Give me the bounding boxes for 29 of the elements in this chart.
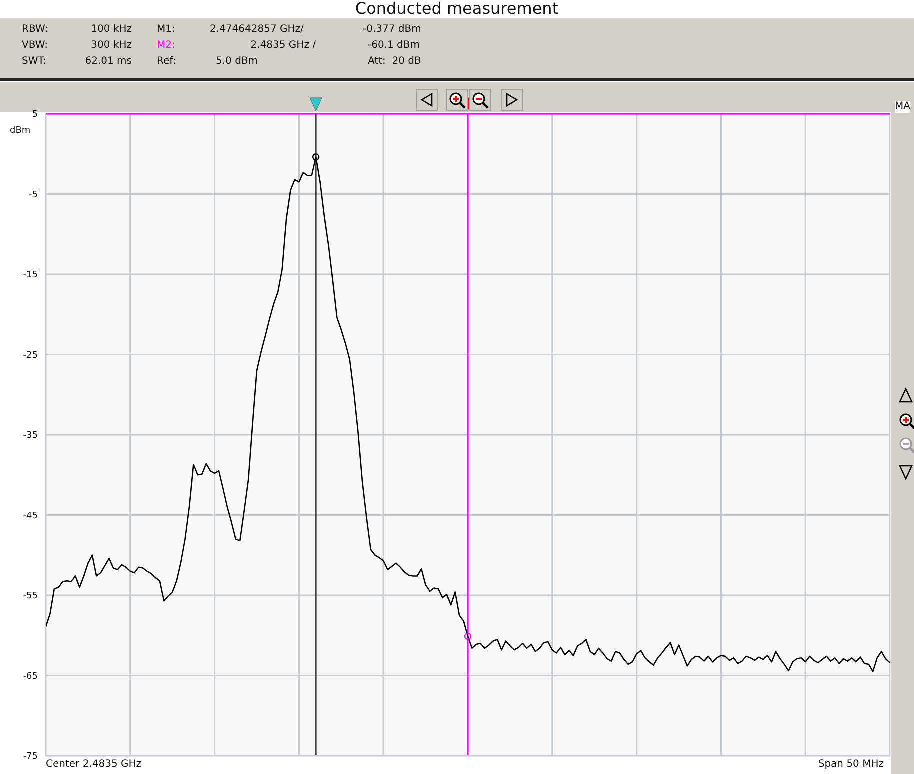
text: VBW: xyxy=(22,40,48,52)
text: 62.01 ms xyxy=(85,56,132,68)
text: 300 kHz xyxy=(91,40,132,52)
text: MA xyxy=(895,101,910,113)
text: Span 50 MHz xyxy=(818,759,884,771)
y-tick-label: -5 xyxy=(29,190,38,200)
text: 2.4835 GHz / xyxy=(250,40,316,52)
y-tick-label: -45 xyxy=(23,511,38,522)
y-tick-label: -75 xyxy=(23,752,38,762)
y-tick-label: -55 xyxy=(23,592,38,602)
y-tick-label: -65 xyxy=(23,672,38,682)
y-tick-label: -15 xyxy=(23,270,38,281)
text: Center 2.4835 GHz xyxy=(46,759,142,771)
text: -0.377 dBm xyxy=(363,24,422,36)
text: Att: 20 dB xyxy=(368,56,422,68)
y-tick-label: -35 xyxy=(23,431,38,442)
text: M1: xyxy=(157,24,176,36)
text: M2: xyxy=(157,40,176,52)
text: 5.0 dBm xyxy=(216,56,258,68)
text: 100 kHz xyxy=(91,24,132,36)
chart-title: Conducted measurement xyxy=(354,0,560,18)
y-axis-title: dBm xyxy=(10,126,31,136)
text: Ref: xyxy=(157,56,176,68)
y-tick-label: -25 xyxy=(23,350,38,361)
text: SWT: xyxy=(22,56,47,68)
y-tick-label: 5 xyxy=(32,110,38,120)
text: -60.1 dBm xyxy=(368,40,420,52)
text: RBW: xyxy=(22,24,48,36)
text: 2.474642857 GHz/ xyxy=(210,24,304,36)
